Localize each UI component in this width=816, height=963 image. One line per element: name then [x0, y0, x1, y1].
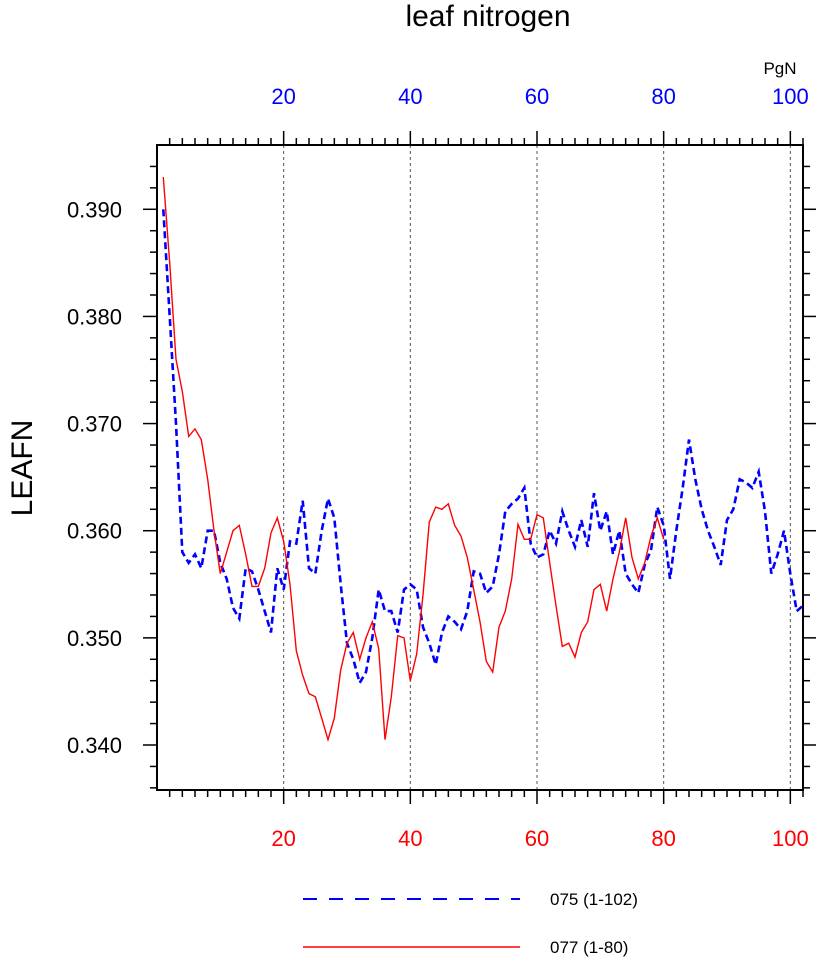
x-tick-label-bottom: 100 [772, 826, 809, 851]
x-tick-label-top: 20 [271, 84, 295, 109]
x-tick-label-top: 80 [651, 84, 675, 109]
legend-label: 077 (1-80) [550, 938, 628, 957]
x-tick-label-bottom: 40 [398, 826, 422, 851]
x-tick-label-top: 100 [772, 84, 809, 109]
x-tick-label-bottom: 60 [525, 826, 549, 851]
series-line [162, 177, 665, 743]
x-tick-label-top: 40 [398, 84, 422, 109]
y-tick-label: 0.390 [67, 197, 122, 222]
axis-tick-labels: 0.340 0.350 0.360 0.370 0.380 0.390 20 20 40 40 60… [67, 84, 809, 851]
vertical-grid-lines [283, 145, 791, 790]
y-tick-label: 0.350 [67, 626, 122, 651]
x-tick-label-bottom: 20 [271, 826, 295, 851]
legend: 075 (1-102) 077 (1-80) [303, 890, 638, 957]
legend-label: 075 (1-102) [550, 890, 638, 909]
series-line [162, 209, 804, 687]
chart-title: leaf nitrogen [405, 0, 570, 33]
y-tick-label: 0.380 [67, 304, 122, 329]
series-group [162, 177, 804, 743]
y-tick-label: 0.360 [67, 519, 122, 544]
axis-ticks [143, 131, 816, 804]
top-axis-unit: PgN [763, 59, 796, 78]
y-tick-label: 0.340 [67, 733, 122, 758]
plot-frame [156, 144, 804, 791]
x-tick-label-top: 60 [525, 84, 549, 109]
y-axis-label: LEAFN [6, 420, 39, 517]
x-tick-label-bottom: 80 [651, 826, 675, 851]
y-tick-label: 0.370 [67, 412, 122, 437]
